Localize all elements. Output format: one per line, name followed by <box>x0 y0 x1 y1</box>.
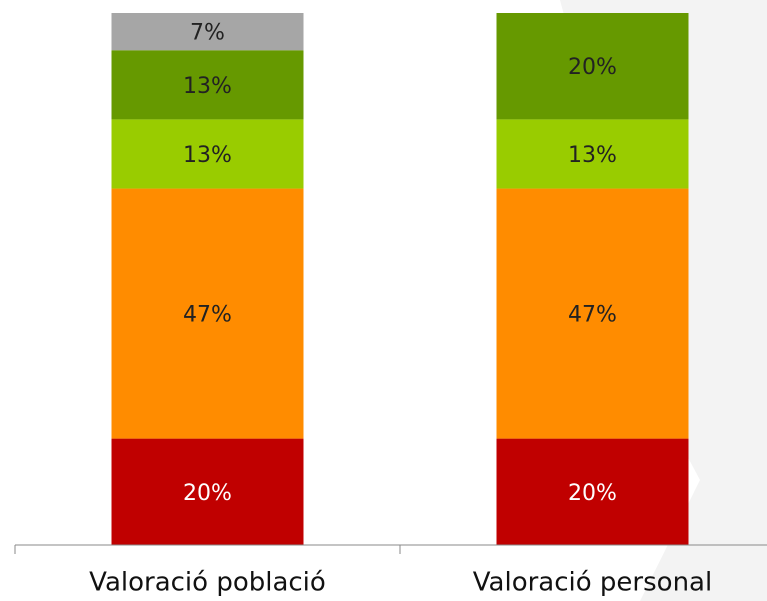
data-label: 13% <box>568 143 617 168</box>
data-label: 13% <box>183 74 232 99</box>
bar-segment <box>111 188 304 439</box>
bar-segment <box>111 50 304 120</box>
bar-segment <box>111 119 304 189</box>
bar-segment <box>496 438 689 545</box>
x-tick-label: Valoració personal <box>473 568 712 598</box>
data-label: 47% <box>183 303 232 328</box>
bar-segment <box>496 188 689 439</box>
data-label: 47% <box>568 303 617 328</box>
x-tick-label: Valoració població <box>89 568 326 598</box>
bar-segment <box>111 438 304 545</box>
data-label: 13% <box>183 143 232 168</box>
bar-segment <box>496 119 689 189</box>
data-label: 20% <box>568 481 617 506</box>
data-label: 20% <box>183 481 232 506</box>
bar-segment <box>496 13 689 120</box>
data-label: 20% <box>568 55 617 80</box>
data-label: 7% <box>190 21 225 46</box>
bar-segment <box>111 13 304 51</box>
